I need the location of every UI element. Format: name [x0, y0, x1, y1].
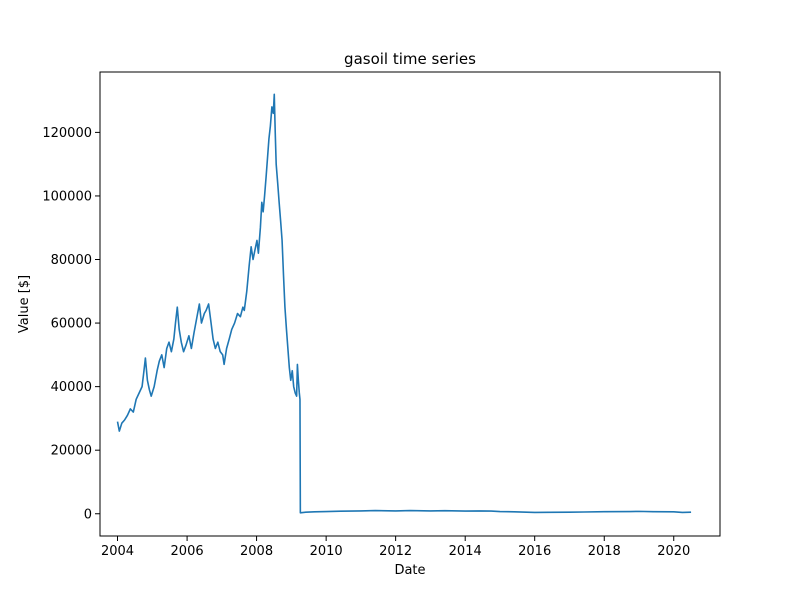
y-tick-label: 40000: [51, 380, 92, 395]
plot-frame: [99, 71, 721, 537]
x-tick-label: 2020: [657, 544, 690, 559]
plot-area: [100, 72, 720, 536]
y-tick-label: 0: [84, 507, 92, 522]
x-tick-label: 2006: [171, 544, 204, 559]
x-tick-label: 2018: [588, 544, 621, 559]
y-tick-label: 60000: [51, 317, 92, 332]
y-tick-label: 120000: [42, 126, 92, 141]
x-tick-label: 2012: [379, 544, 412, 559]
y-tick-label: 80000: [51, 253, 92, 268]
x-tick-label: 2004: [101, 544, 134, 559]
y-axis-label: Value [$]: [17, 275, 32, 333]
y-tick-label: 100000: [42, 189, 92, 204]
axis-ticks: 2004 2006 2008 2010 2012 2014 2016 2018 2020 0 200…: [42, 126, 690, 559]
chart-title: gasoil time series: [344, 50, 476, 68]
series-line: [116, 93, 692, 514]
x-tick-label: 2016: [518, 544, 551, 559]
y-tick-label: 20000: [51, 444, 92, 459]
x-tick-label: 2008: [240, 544, 273, 559]
x-tick-label: 2014: [449, 544, 482, 559]
x-tick-label: 2010: [310, 544, 343, 559]
x-axis-label: Date: [394, 563, 425, 578]
